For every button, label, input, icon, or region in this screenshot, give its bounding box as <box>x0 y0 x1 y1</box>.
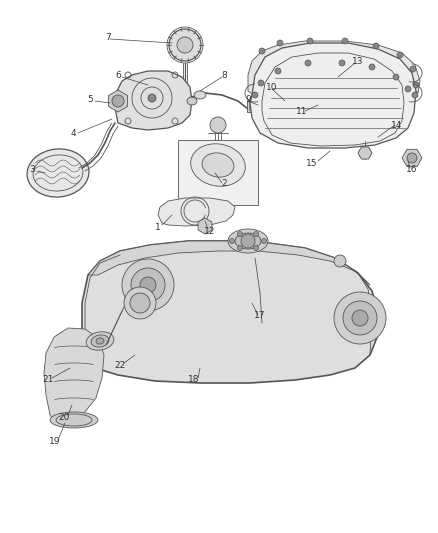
Text: 4: 4 <box>70 128 76 138</box>
Circle shape <box>405 86 411 92</box>
Polygon shape <box>115 71 192 130</box>
Text: 18: 18 <box>188 376 200 384</box>
Circle shape <box>407 153 417 163</box>
Polygon shape <box>248 41 420 95</box>
Polygon shape <box>198 218 212 234</box>
Circle shape <box>169 29 201 61</box>
Circle shape <box>148 94 156 102</box>
Polygon shape <box>44 328 104 420</box>
Text: 1: 1 <box>155 222 161 231</box>
Circle shape <box>410 66 416 72</box>
Text: 21: 21 <box>42 376 54 384</box>
Text: 20: 20 <box>58 413 70 422</box>
Circle shape <box>261 238 266 244</box>
Circle shape <box>124 287 156 319</box>
Circle shape <box>177 37 193 53</box>
Polygon shape <box>109 90 127 112</box>
Circle shape <box>334 255 346 267</box>
Circle shape <box>307 38 313 44</box>
Text: 2: 2 <box>221 180 227 189</box>
Text: 10: 10 <box>266 83 278 92</box>
Text: 6: 6 <box>115 70 121 79</box>
Ellipse shape <box>86 332 114 350</box>
Circle shape <box>334 292 386 344</box>
Text: 5: 5 <box>87 94 93 103</box>
Circle shape <box>359 147 371 159</box>
Text: 11: 11 <box>296 108 308 117</box>
Text: 17: 17 <box>254 311 266 320</box>
Circle shape <box>352 310 368 326</box>
Polygon shape <box>250 43 416 148</box>
Circle shape <box>254 231 258 237</box>
Text: 14: 14 <box>391 122 403 131</box>
Bar <box>247 100 279 112</box>
Circle shape <box>342 38 348 44</box>
Circle shape <box>122 259 174 311</box>
Ellipse shape <box>202 153 234 177</box>
Circle shape <box>237 231 243 237</box>
Polygon shape <box>358 147 372 159</box>
Text: 16: 16 <box>406 166 418 174</box>
Text: 3: 3 <box>29 166 35 174</box>
Circle shape <box>339 60 345 66</box>
Circle shape <box>254 245 258 251</box>
Polygon shape <box>402 149 422 167</box>
Text: 8: 8 <box>221 70 227 79</box>
Circle shape <box>130 293 150 313</box>
Circle shape <box>373 43 379 49</box>
Text: 13: 13 <box>352 56 364 66</box>
Circle shape <box>317 101 327 111</box>
Bar <box>249 102 277 110</box>
Circle shape <box>259 48 265 54</box>
Polygon shape <box>88 241 370 285</box>
Circle shape <box>397 52 403 58</box>
Circle shape <box>210 117 226 133</box>
Ellipse shape <box>235 233 261 249</box>
Circle shape <box>252 92 258 98</box>
Ellipse shape <box>194 91 206 99</box>
Polygon shape <box>312 98 332 115</box>
Circle shape <box>343 301 377 335</box>
Circle shape <box>131 268 165 302</box>
Ellipse shape <box>96 338 104 344</box>
Bar <box>178 140 258 205</box>
Ellipse shape <box>27 149 89 197</box>
Ellipse shape <box>50 412 98 428</box>
Circle shape <box>237 245 243 251</box>
Circle shape <box>140 277 156 293</box>
Circle shape <box>230 238 234 244</box>
Circle shape <box>277 40 283 46</box>
Text: 9: 9 <box>245 95 251 104</box>
Circle shape <box>112 95 124 107</box>
Circle shape <box>412 92 418 98</box>
Text: 19: 19 <box>49 438 61 447</box>
Circle shape <box>241 234 255 248</box>
Circle shape <box>369 64 375 70</box>
Circle shape <box>258 80 264 86</box>
Ellipse shape <box>91 335 109 347</box>
Polygon shape <box>82 241 378 383</box>
Polygon shape <box>158 198 235 226</box>
Ellipse shape <box>191 144 245 186</box>
Text: 15: 15 <box>306 158 318 167</box>
Circle shape <box>305 60 311 66</box>
Circle shape <box>275 68 281 74</box>
Text: 7: 7 <box>105 33 111 42</box>
Circle shape <box>413 82 419 88</box>
Circle shape <box>393 74 399 80</box>
Ellipse shape <box>187 97 197 105</box>
Ellipse shape <box>228 229 268 253</box>
Text: 12: 12 <box>204 227 215 236</box>
Ellipse shape <box>147 80 167 92</box>
Text: 22: 22 <box>114 360 126 369</box>
